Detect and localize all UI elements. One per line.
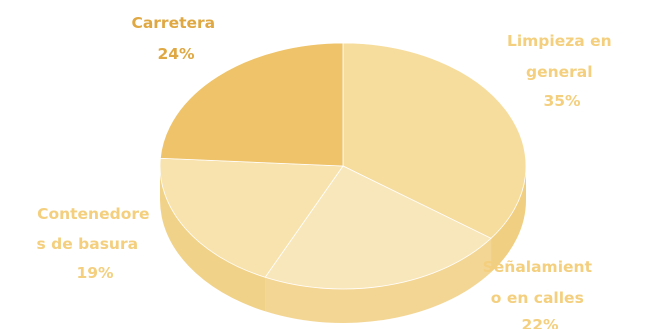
slice-limpieza <box>342 42 527 239</box>
pie-top-layer <box>159 42 527 290</box>
slice-label-contenedores: Contenedore s de basura 19% <box>37 205 155 282</box>
slice-contenedores <box>159 157 344 278</box>
slice-label-senalamiento: Señalamient o en calles 22% <box>483 258 598 329</box>
slice-side-contenedores <box>160 166 266 312</box>
slice-side-senalamiento <box>265 238 492 323</box>
slice-label-limpieza: Limpieza en general 35% <box>507 32 617 110</box>
slice-label-carretera: Carretera 24% <box>131 14 220 63</box>
slice-carretera <box>159 42 344 167</box>
